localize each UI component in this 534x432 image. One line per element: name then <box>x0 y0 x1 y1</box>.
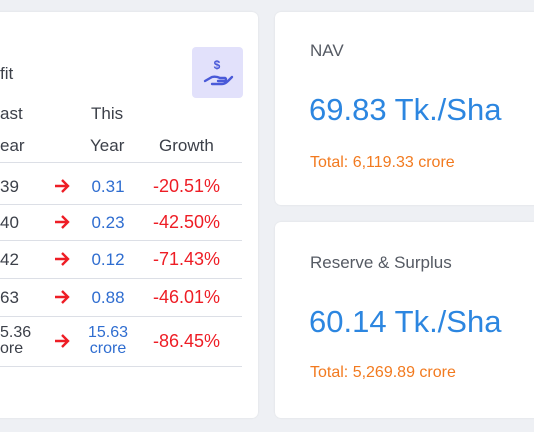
row-separator <box>0 316 242 317</box>
icon: $ <box>203 58 234 86</box>
this-year-value: 0.31 <box>91 176 125 196</box>
header-growth: Growth <box>159 136 214 155</box>
arrow-icon <box>54 179 70 193</box>
profit-card: fit $ ast ear This Year Growth 39 0.31 -20… <box>0 12 258 418</box>
arrow <box>55 179 70 193</box>
nav-total: Total: 6,119.33 crore <box>310 154 455 171</box>
header-last-year-2: ear <box>0 136 25 155</box>
money-icon: $ <box>192 47 243 98</box>
growth-value: -42.50% <box>153 211 221 232</box>
growth-value: -86.45% <box>153 330 221 351</box>
nav-value: 69.83 Tk./Sha <box>309 92 502 127</box>
reserve-total: Total: 5,269.89 crore <box>310 364 456 381</box>
nav-card: NAV 69.83 Tk./Sha Total: 6,119.33 crore <box>275 12 534 205</box>
growth-value: -71.43% <box>153 248 221 269</box>
last-year-value: 40 <box>0 212 19 232</box>
growth-value: -20.51% <box>153 175 221 196</box>
last-year-value: 39 <box>0 176 19 196</box>
arrow <box>55 215 70 229</box>
this-year-value: 0.23 <box>91 212 125 232</box>
arrow <box>55 290 70 304</box>
this-year-value: 15.63 <box>87 324 129 341</box>
arrow-icon <box>54 215 70 229</box>
card-title: fit <box>0 64 14 83</box>
arrow-icon <box>54 334 70 348</box>
header-last-year-1: ast <box>0 104 23 123</box>
this-year-value: 0.88 <box>91 287 125 307</box>
arrow <box>55 334 70 348</box>
row-separator <box>0 204 242 205</box>
row-separator <box>0 240 242 241</box>
last-year-value: 5.36 <box>0 324 32 341</box>
growth-value: -46.01% <box>153 286 221 307</box>
card-title: NAV <box>310 41 344 60</box>
arrow <box>55 252 70 266</box>
this-year-value: crore <box>89 340 127 357</box>
row-separator <box>0 366 242 367</box>
row-separator <box>0 162 242 163</box>
arrow-icon <box>54 252 70 266</box>
card-title: Reserve & Surplus <box>310 253 452 272</box>
last-year-value: 63 <box>0 287 19 307</box>
arrow-icon <box>54 290 70 304</box>
last-year-value: 42 <box>0 249 19 269</box>
svg-text:$: $ <box>214 58 221 72</box>
reserve-card: Reserve & Surplus 60.14 Tk./Sha Total: 5… <box>275 222 534 418</box>
header-this-year-2: Year <box>90 136 125 155</box>
header-this-year-1: This <box>91 104 124 123</box>
reserve-value: 60.14 Tk./Sha <box>309 304 502 339</box>
this-year-value: 0.12 <box>91 249 125 269</box>
row-separator <box>0 278 242 279</box>
last-year-value: ore <box>0 340 24 357</box>
